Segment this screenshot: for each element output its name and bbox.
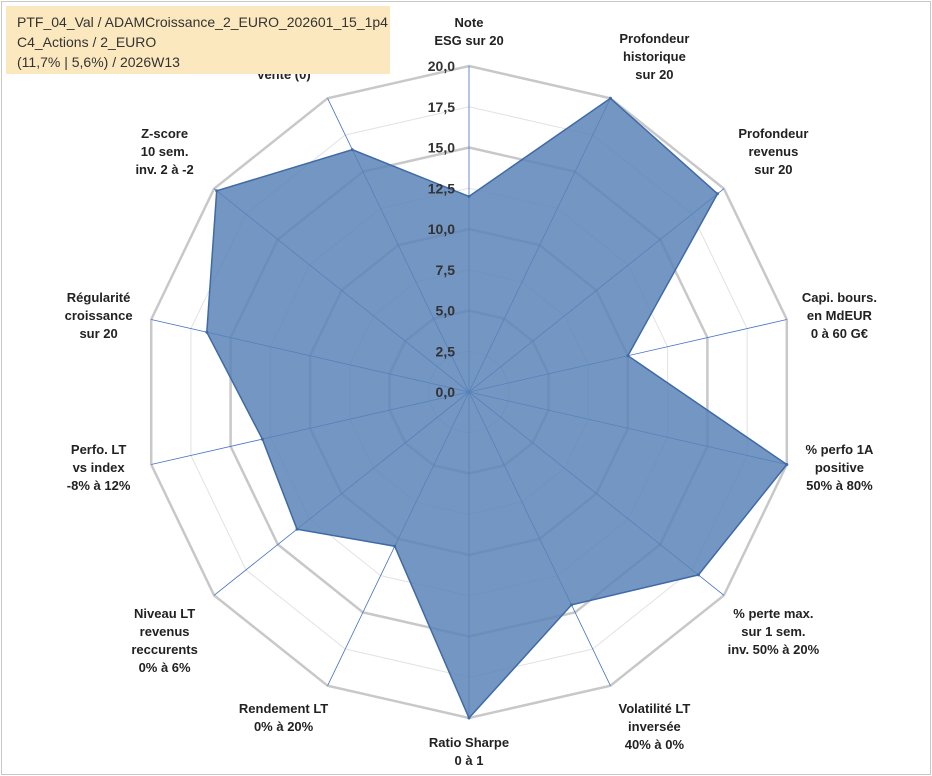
axis-label: sur 20 (754, 162, 792, 177)
axis-label: sur 20 (79, 326, 117, 341)
axis-label: revenus (748, 144, 798, 159)
tick-label: 2,5 (436, 343, 456, 359)
axis-label: revenus (140, 624, 190, 639)
axis-label: Rendement LT (239, 701, 328, 716)
axis-label: 0% à 6% (139, 660, 191, 675)
axis-label-group: Niveau LT revenus reccurents 0% à 6% (131, 606, 197, 675)
tick-label: 17,5 (428, 99, 455, 115)
axis-label: inversée (628, 719, 681, 734)
axis-label: % perfo 1A (805, 442, 874, 457)
tick-label: 0,0 (436, 384, 456, 400)
axis-label-group: Note ESG sur 20 (434, 15, 503, 48)
axis-label-group: Perfo. LT vs index -8% à 12% (67, 442, 131, 493)
series-point (626, 354, 630, 358)
series-point (785, 463, 789, 466)
axis-label: historique (623, 49, 686, 64)
axis-label-group: Rendement LT 0% à 20% (239, 701, 328, 734)
axis-label: Régularité (67, 290, 131, 305)
series-point (467, 716, 471, 720)
series-point (215, 189, 219, 193)
axis-label: ESG sur 20 (434, 33, 503, 48)
axis-label: Capi. bours. (802, 290, 877, 305)
axis-label-group: Ratio Sharpe 0 à 1 (429, 735, 509, 768)
axis-label: 50% à 80% (806, 478, 873, 493)
tick-label: 5,0 (436, 303, 456, 319)
axis-label: Niveau LT (134, 606, 195, 621)
axis-label: sur 20 (635, 67, 673, 82)
axis-label: inv. 2 à -2 (135, 162, 193, 177)
legend-line-category: C4_Actions / 2_EURO (17, 34, 157, 50)
axis-label-group: Capi. bours. en MdEUR 0 à 60 G€ (802, 290, 877, 341)
axis-label: 10 sem. (141, 144, 189, 159)
axis-label: Perfo. LT (71, 442, 126, 457)
portfolio-legend: PTF_04_Val / ADAMCroissance_2_EURO_20260… (6, 6, 390, 74)
axis-label: vs index (73, 460, 126, 475)
axis-label: Note (455, 15, 484, 30)
axis-label: -8% à 12% (67, 478, 131, 493)
series-point (205, 330, 209, 334)
axis-label-group: % perfo 1A positive 50% à 80% (805, 442, 874, 493)
legend-line-portfolio: PTF_04_Val / ADAMCroissance_2_EURO_20260… (17, 14, 388, 30)
series-point (467, 194, 471, 198)
axis-label: Ratio Sharpe (429, 735, 509, 750)
axis-label: 0 à 60 G€ (811, 326, 868, 341)
tick-label: 15,0 (428, 140, 455, 156)
axis-label: Z-score (141, 126, 188, 141)
radar-tick-labels: 0,0 2,5 5,0 7,5 10,0 12,5 15,0 17,5 20,0 (428, 58, 455, 400)
axis-label: % perte max. (733, 606, 813, 621)
axis-label: Volatilité LT (619, 701, 691, 716)
radar-series (205, 96, 789, 720)
series-area (206, 97, 788, 720)
series-point (260, 437, 264, 441)
axis-label: Profondeur (738, 126, 808, 141)
axis-label-group: Régularité croissance sur 20 (65, 290, 133, 341)
series-point (295, 527, 299, 531)
axis-label: 0% à 20% (254, 719, 314, 734)
axis-label-group: Profondeur historique sur 20 (619, 31, 689, 82)
tick-label: 10,0 (428, 221, 455, 237)
series-point (608, 96, 612, 100)
axis-label: reccurents (131, 642, 197, 657)
axis-label: 40% à 0% (625, 737, 685, 752)
series-point (350, 148, 354, 152)
series-point (696, 573, 700, 577)
axis-label-group: Profondeur revenus sur 20 (738, 126, 808, 177)
axis-label-group: Volatilité LT inversée 40% à 0% (619, 701, 691, 752)
axis-label: positive (815, 460, 864, 475)
tick-label: 12,5 (428, 180, 455, 196)
series-point (570, 603, 573, 607)
tick-label: 20,0 (428, 58, 455, 74)
axis-label: croissance (65, 308, 133, 323)
axis-label: sur 1 sem. (741, 624, 805, 639)
axis-label: Profondeur (619, 31, 689, 46)
axis-label: inv. 50% à 20% (728, 642, 820, 657)
series-point (393, 544, 397, 548)
series-point (716, 192, 719, 196)
axis-label: en MdEUR (807, 308, 873, 323)
axis-label-group: % perte max. sur 1 sem. inv. 50% à 20% (728, 606, 820, 657)
tick-label: 7,5 (436, 262, 456, 278)
legend-line-period: (11,7% | 5,6%) / 2026W13 (17, 54, 180, 70)
axis-label-group: Z-score 10 sem. inv. 2 à -2 (135, 126, 193, 177)
axis-label: 0 à 1 (455, 753, 484, 768)
